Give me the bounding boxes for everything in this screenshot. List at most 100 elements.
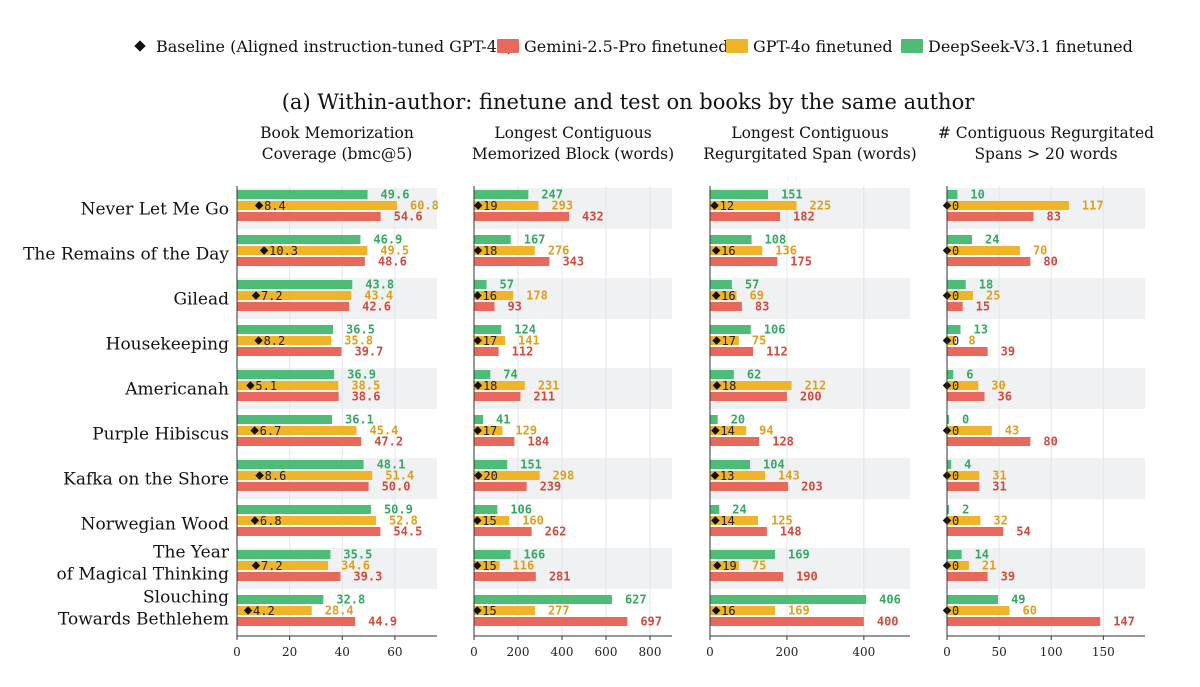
gemini-bar <box>710 617 864 626</box>
gemini-bar <box>947 347 988 356</box>
gemini-value-label: 175 <box>790 255 812 269</box>
deepseek-value-label: 13 <box>974 323 988 337</box>
gpt4o-bar <box>947 246 1020 255</box>
deepseek-bar <box>947 370 954 379</box>
gpt4o-bar <box>237 561 329 570</box>
gpt4o-value-label: 125 <box>771 514 793 528</box>
x-tick-label: 40 <box>335 645 350 659</box>
gemini-value-label: 400 <box>877 615 899 629</box>
gemini-value-label: 38.6 <box>352 390 381 404</box>
x-tick-label: 0 <box>470 645 478 659</box>
deepseek-bar <box>237 550 331 559</box>
panel-title: Coverage (bmc@5) <box>262 145 413 163</box>
gpt4o-value-label: 43.4 <box>364 289 393 303</box>
gemini-value-label: 50.0 <box>382 480 411 494</box>
gemini-bar <box>474 347 499 356</box>
deepseek-value-label: 4 <box>964 458 971 472</box>
baseline-marker <box>250 426 259 435</box>
baseline-value-label: 14 <box>720 424 734 438</box>
deepseek-bar <box>710 280 732 289</box>
panel-title: Memorized Block (words) <box>472 145 674 163</box>
deepseek-bar <box>474 415 484 424</box>
gpt4o-value-label: 169 <box>788 604 810 618</box>
gemini-value-label: 147 <box>1113 615 1135 629</box>
deepseek-value-label: 20 <box>731 413 745 427</box>
row-labels: Never Let Me Go The Remains of the Day Gil… <box>23 200 230 630</box>
deepseek-value-label: 104 <box>763 458 785 472</box>
gemini-value-label: 128 <box>772 435 794 449</box>
x-tick-label: 400 <box>852 645 875 659</box>
legend-label: Gemini-2.5-Pro finetuned <box>524 37 729 56</box>
gemini-bar <box>710 437 760 446</box>
gpt4o-value-label: 35.8 <box>344 334 373 348</box>
baseline-value-label: 20 <box>483 469 497 483</box>
gemini-bar <box>947 437 1031 446</box>
gemini-bar <box>947 302 963 311</box>
deepseek-value-label: 74 <box>503 368 517 382</box>
gpt4o-value-label: 178 <box>526 289 548 303</box>
deepseek-value-label: 14 <box>975 548 989 562</box>
gpt4o-value-label: 143 <box>778 469 800 483</box>
gemini-value-label: 42.6 <box>362 300 391 314</box>
gemini-bar <box>237 302 350 311</box>
gpt4o-bar <box>947 471 980 480</box>
baseline-marker <box>711 291 721 300</box>
baseline-marker <box>246 381 255 390</box>
deepseek-bar <box>947 415 949 424</box>
gpt4o-value-label: 30 <box>991 379 1005 393</box>
gpt4o-bar <box>474 606 535 615</box>
row-band <box>947 278 1145 319</box>
deepseek-bar <box>237 415 332 424</box>
row-label: Housekeeping <box>106 335 229 355</box>
deepseek-value-label: 6 <box>966 368 973 382</box>
gpt4o-bar <box>237 201 397 210</box>
deepseek-value-label: 108 <box>765 233 787 247</box>
deepseek-bar <box>474 325 502 334</box>
deepseek-value-label: 36.1 <box>345 413 374 427</box>
deepseek-bar <box>237 460 364 469</box>
gpt4o-value-label: 51.4 <box>385 469 414 483</box>
gpt4o-value-label: 160 <box>522 514 544 528</box>
deepseek-bar <box>237 370 335 379</box>
baseline-value-label: 14 <box>720 514 734 528</box>
gpt4o-bar <box>947 516 981 525</box>
gemini-value-label: 47.2 <box>374 435 403 449</box>
gemini-bar <box>710 257 778 266</box>
deepseek-value-label: 46.9 <box>373 233 402 247</box>
gemini-value-label: 182 <box>793 210 815 224</box>
gpt4o-bar <box>710 471 765 480</box>
deepseek-value-label: 57 <box>500 278 514 292</box>
baseline-marker <box>474 471 483 480</box>
deepseek-bar <box>237 325 334 334</box>
baseline-marker <box>712 336 721 345</box>
deepseek-bar <box>237 190 368 199</box>
gpt4o-value-label: 21 <box>982 559 996 573</box>
gemini-value-label: 39.3 <box>353 570 382 584</box>
deepseek-bar <box>947 595 999 604</box>
gemini-bar <box>474 257 550 266</box>
gpt4o-bar <box>237 336 332 345</box>
gpt4o-value-label: 94 <box>759 424 773 438</box>
gpt4o-value-label: 231 <box>538 379 560 393</box>
gemini-bar <box>947 392 985 401</box>
gemini-value-label: 697 <box>640 615 662 629</box>
chart-panel: Longest Contiguous Regurgitated Span (wor… <box>703 124 916 659</box>
baseline-value-label: 15 <box>482 559 496 573</box>
gpt4o-value-label: 277 <box>548 604 570 618</box>
gemini-bar <box>947 257 1031 266</box>
gpt4o-bar <box>710 291 737 300</box>
gpt4o-value-label: 32 <box>993 514 1007 528</box>
main-title: (a) Within-author: finetune and test on … <box>282 90 975 114</box>
gpt4o-bar <box>474 516 510 525</box>
deepseek-value-label: 49 <box>1011 593 1025 607</box>
baseline-value-label: 6.8 <box>260 514 282 528</box>
gemini-value-label: 200 <box>800 390 822 404</box>
deepseek-value-label: 49.6 <box>381 188 410 202</box>
baseline-value-label: 0 <box>952 424 959 438</box>
panel-title: Longest Contiguous <box>494 124 651 142</box>
gemini-bar <box>474 482 527 491</box>
baseline-value-label: 13 <box>720 469 734 483</box>
gemini-bar <box>237 482 369 491</box>
